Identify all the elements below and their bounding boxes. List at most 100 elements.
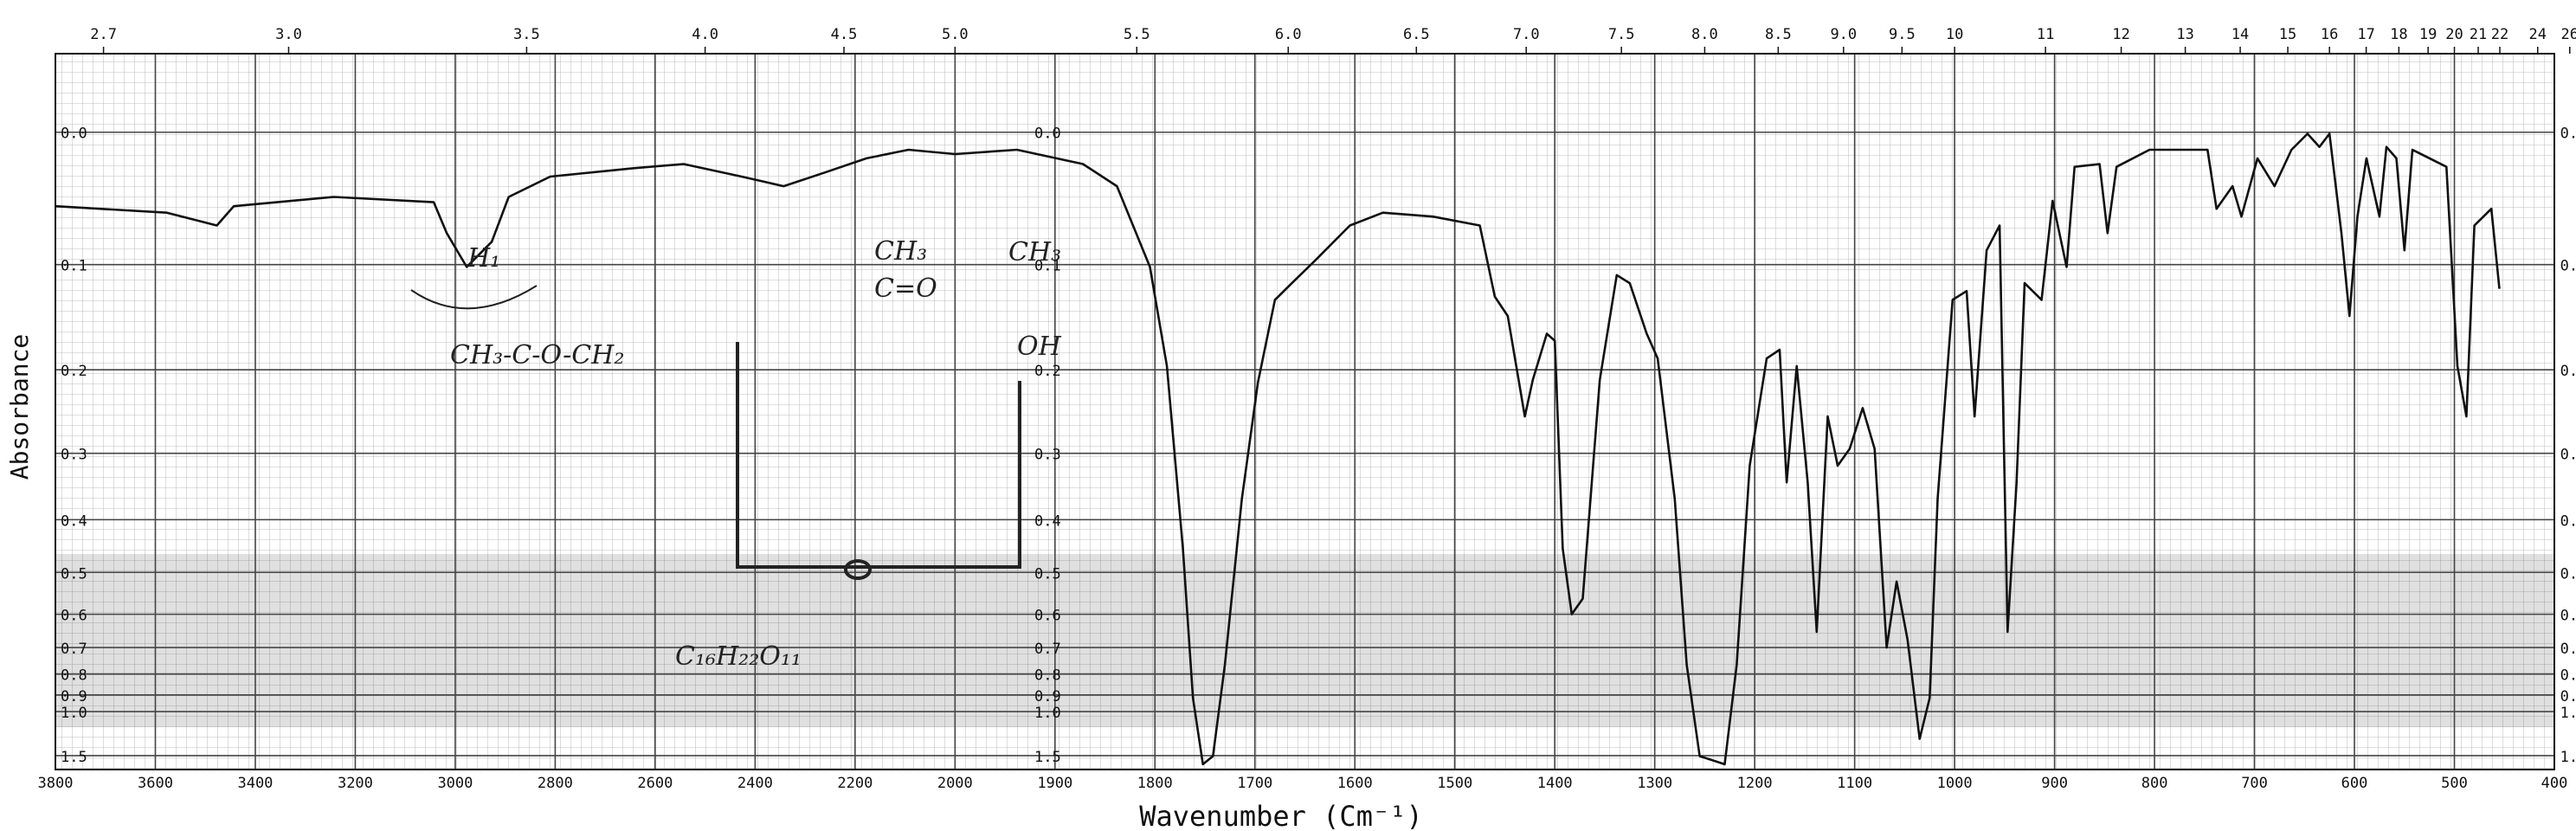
x2-tick-label: 4.0 — [692, 26, 718, 43]
y-tick-label: 0.4 — [61, 512, 87, 530]
y-tick-label: 0.0 — [1034, 126, 1061, 143]
x-tick-label: 3800 — [38, 775, 74, 792]
structure-bracket — [736, 342, 1021, 569]
annotation: OH — [1017, 332, 1062, 362]
x-tick-label: 2400 — [737, 775, 773, 792]
x2-tick-label: 6.0 — [1275, 26, 1302, 43]
y-tick-label: 0.5 — [61, 565, 87, 583]
x2-tick-label: 8.0 — [1691, 26, 1718, 43]
x2-tick-label: 24 — [2529, 26, 2547, 43]
x2-tick-label: 26 — [2561, 26, 2576, 43]
x-tick-label: 700 — [2241, 775, 2268, 792]
y-tick-label: 1.0 — [1034, 705, 1061, 722]
x2-tick-label: 21 — [2470, 26, 2487, 43]
plot — [55, 132, 2501, 766]
y-tick-label: 0.5 — [2560, 565, 2576, 583]
structure-ring — [844, 559, 872, 580]
x2-tick-label: 22 — [2491, 26, 2508, 43]
annotation: H₁ — [467, 243, 500, 274]
x2-tick-label: 9.0 — [1830, 26, 1857, 43]
x-tick-label: 1700 — [1237, 775, 1272, 792]
x-axis-label: Wavenumber (Cm⁻¹) — [1139, 800, 1423, 831]
x2-tick-label: 5.5 — [1124, 26, 1150, 43]
y-tick-label: 0.7 — [2560, 641, 2576, 658]
annotation: C=O — [874, 274, 937, 304]
y-axis-label: Absorbance — [5, 334, 34, 480]
y-tick-label: 0.4 — [1034, 512, 1061, 530]
x-tick-label: 1800 — [1137, 775, 1173, 792]
y-tick-label: 0.9 — [61, 688, 87, 705]
y-tick-label: 0.5 — [1034, 565, 1061, 583]
y-tick-label: 1.0 — [61, 705, 87, 722]
y-tick-label: 0.3 — [61, 447, 87, 464]
y-tick-label: 0.3 — [1034, 447, 1061, 464]
y-tick-label: 0.6 — [1034, 608, 1061, 625]
x2-tick-label: 16 — [2321, 26, 2338, 43]
x2-tick-label: 5.0 — [942, 26, 969, 43]
annotation: CH₃-C-O-CH₂ — [450, 340, 624, 370]
y-tick-label: 0.0 — [2560, 126, 2576, 143]
spectrum-line — [55, 132, 2501, 766]
x-tick-label: 800 — [2141, 775, 2168, 792]
x-tick-label: 1200 — [1737, 775, 1773, 792]
x2-tick-label: 11 — [2037, 26, 2054, 43]
x2-tick-label: 13 — [2176, 26, 2193, 43]
x2-tick-label: 12 — [2112, 26, 2129, 43]
graph-paper — [55, 54, 2554, 770]
y-tick-label: 0.9 — [2560, 688, 2576, 705]
y-tick-label: 0.8 — [1034, 667, 1061, 685]
x2-tick-label: 7.5 — [1608, 26, 1635, 43]
x-tick-label: 2000 — [937, 775, 973, 792]
y-tick-label: 0.2 — [2560, 363, 2576, 380]
x2-tick-label: 19 — [2419, 26, 2437, 43]
x-tick-label: 500 — [2441, 775, 2468, 792]
x-tick-label: 3600 — [138, 775, 173, 792]
annotation: CH₃ — [1008, 237, 1061, 267]
y-tick-label: 0.3 — [2560, 447, 2576, 464]
y-tick-label: 0.1 — [1034, 258, 1061, 275]
x2-tick-label: 8.5 — [1765, 26, 1792, 43]
x2-tick-label: 10 — [1946, 26, 1963, 43]
x-tick-label: 3000 — [437, 775, 473, 792]
x2-tick-label: 3.5 — [513, 26, 540, 43]
paper-shade — [55, 554, 2554, 727]
y-tick-label: 0.0 — [61, 126, 87, 143]
x-tick-label: 1000 — [1937, 775, 1973, 792]
x-tick-label: 2600 — [637, 775, 673, 792]
x-tick-label: 2800 — [538, 775, 573, 792]
y-tick-label: 1.0 — [2560, 705, 2576, 722]
y-tick-label: 0.8 — [61, 667, 87, 685]
y-tick-label: 0.7 — [1034, 641, 1061, 658]
x2-tick-label: 14 — [2231, 26, 2249, 43]
x2-tick-label: 6.5 — [1403, 26, 1430, 43]
x2-tick-label: 15 — [2279, 26, 2296, 43]
x-tick-label: 1100 — [1837, 775, 1872, 792]
annotation: CH₃ — [874, 236, 927, 267]
y-tick-label: 0.4 — [2560, 512, 2576, 530]
y-tick-label: 0.2 — [61, 363, 87, 380]
x-tick-label: 600 — [2341, 775, 2368, 792]
x-tick-label: 900 — [2041, 775, 2068, 792]
annotation-curve — [410, 285, 538, 310]
y-tick-label: 0.8 — [2560, 667, 2576, 685]
x2-tick-label: 4.5 — [831, 26, 858, 43]
grid — [55, 54, 2555, 770]
x-tick-label: 1400 — [1537, 775, 1573, 792]
x-tick-label: 1300 — [1637, 775, 1672, 792]
y-tick-label: 0.6 — [61, 608, 87, 625]
x-tick-label: 1600 — [1337, 775, 1373, 792]
y-tick-label: 0.7 — [61, 641, 87, 658]
x-tick-label: 1500 — [1437, 775, 1472, 792]
y-tick-label: 0.1 — [2560, 258, 2576, 275]
x-tick-label: 400 — [2541, 775, 2568, 792]
frame — [55, 53, 2555, 770]
x-tick-label: 1900 — [1037, 775, 1072, 792]
x2-tick-label: 7.0 — [1513, 26, 1540, 43]
x-tick-label: 3200 — [338, 775, 373, 792]
y-tick-label: 0.1 — [61, 258, 87, 275]
y-tick-label: 1.5 — [61, 749, 87, 766]
x-tick-label: 2200 — [837, 775, 873, 792]
x2-tick-label: 2.7 — [90, 26, 117, 43]
x2-tick-label: 20 — [2445, 26, 2463, 43]
